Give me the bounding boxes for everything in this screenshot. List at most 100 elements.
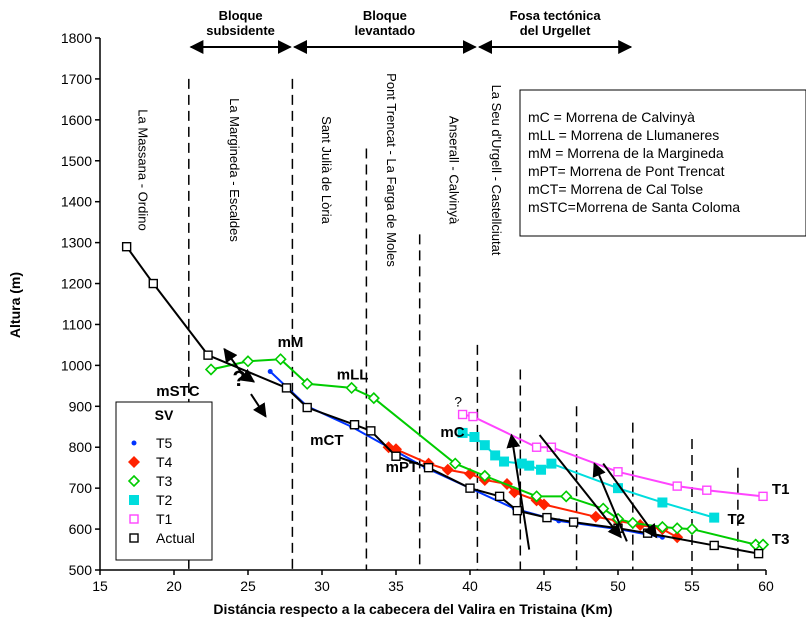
data-point xyxy=(702,485,712,495)
moraine-box-line: mCT= Morrena de Cal Tolse xyxy=(528,181,703,197)
data-point xyxy=(671,531,684,544)
data-point xyxy=(449,457,462,470)
data-point xyxy=(499,456,510,467)
data-point xyxy=(204,363,218,376)
y-tick-label: 1800 xyxy=(61,30,92,46)
data-point xyxy=(531,442,542,452)
data-point xyxy=(709,512,720,523)
header-label: Bloque xyxy=(363,8,407,23)
location-label: La Seu d'Urgell - Castellciutat xyxy=(489,85,504,256)
header-label: levantado xyxy=(355,23,416,38)
data-point xyxy=(546,458,557,469)
data-point xyxy=(671,522,684,535)
legend-marker xyxy=(127,474,141,488)
data-point xyxy=(709,540,719,551)
location-label: Anserall - Calvinyà xyxy=(446,116,461,225)
data-point xyxy=(672,481,682,491)
data-point xyxy=(457,427,468,438)
x-tick-label: 60 xyxy=(758,578,774,594)
moraine-box-line: mSTC=Morrena de Santa Coloma xyxy=(528,199,740,215)
location-label: La Massana - Ordino xyxy=(135,109,150,230)
y-tick-label: 1000 xyxy=(61,357,92,373)
data-point xyxy=(542,512,552,523)
data-point xyxy=(490,450,501,461)
moraine-box-frame xyxy=(519,89,806,237)
moraine-label: mM xyxy=(278,334,304,351)
data-point xyxy=(758,491,768,502)
data-point xyxy=(301,377,314,390)
data-point xyxy=(469,432,480,442)
tectonic-arrow xyxy=(602,463,658,539)
data-point xyxy=(512,505,523,516)
legend-marker xyxy=(129,533,139,543)
header-label: Fosa tectónica xyxy=(510,8,602,23)
terrace-label: T3 xyxy=(772,531,790,548)
location-label: Pont Trencat - La Farga de Moles xyxy=(384,73,399,267)
data-point xyxy=(538,498,550,511)
x-tick-label: 45 xyxy=(536,578,552,594)
tectonic-arrow xyxy=(250,393,267,418)
data-point xyxy=(568,517,579,527)
legend-label: T5 xyxy=(156,435,173,451)
data-point xyxy=(349,420,360,430)
data-point xyxy=(391,451,401,461)
header-label: Bloque xyxy=(219,8,263,23)
data-point xyxy=(685,522,699,536)
legend-marker xyxy=(128,456,140,468)
y-tick-label: 900 xyxy=(69,398,93,414)
tectonic-arrow xyxy=(506,433,531,550)
x-tick-label: 35 xyxy=(388,578,404,594)
y-tick-label: 700 xyxy=(69,480,93,496)
data-point xyxy=(468,411,478,422)
legend-label: T1 xyxy=(156,511,173,527)
moraine-box-line: mPT= Morrena de Pont Trencat xyxy=(528,163,725,179)
y-tick-label: 1200 xyxy=(61,276,92,292)
moraine-box-line: mC = Morrena de Calvinyà xyxy=(528,109,695,125)
data-point xyxy=(478,469,491,483)
data-point xyxy=(121,242,132,252)
moraine-label: mPT xyxy=(386,459,419,476)
legend-label: T3 xyxy=(156,473,173,489)
moraine-label: mLL xyxy=(337,367,369,384)
x-tick-label: 55 xyxy=(684,578,700,594)
terrace-label: T2 xyxy=(728,511,746,528)
moraine-legend-box: mC = Morrena de Calvinyà mLL = Morrena de… xyxy=(519,89,806,237)
data-point xyxy=(613,467,623,477)
y-tick-label: 1600 xyxy=(61,112,92,128)
moraine-label: mC xyxy=(440,424,464,441)
data-point xyxy=(656,520,669,534)
header-label: del Urgellet xyxy=(520,23,591,38)
legend-label: T4 xyxy=(156,454,173,470)
axes-layer: 500 600 700 800 900 1000 1100 1200 1300 1400 1500 1… xyxy=(61,30,774,594)
data-point xyxy=(657,497,668,508)
data-point xyxy=(267,369,273,375)
tectonic-arrow xyxy=(592,462,628,542)
legend-label: T2 xyxy=(156,492,173,508)
y-tick-label: 1700 xyxy=(61,71,92,87)
question-mark: ? xyxy=(232,366,245,391)
data-point xyxy=(423,462,434,473)
data-point xyxy=(589,510,602,523)
legend-title: SV xyxy=(155,407,174,423)
y-tick-label: 1500 xyxy=(61,153,92,169)
data-point xyxy=(366,426,376,436)
legend-marker xyxy=(129,514,139,524)
x-tick-label: 40 xyxy=(462,578,478,594)
legend-marker xyxy=(129,495,139,505)
y-tick-label: 600 xyxy=(69,521,93,537)
moraine-label: mCT xyxy=(310,432,343,449)
data-point xyxy=(345,381,358,395)
moraine-label: mSTC xyxy=(156,383,200,400)
series-layer xyxy=(121,242,770,559)
data-point xyxy=(626,516,639,530)
tectonic-arrow xyxy=(223,347,243,375)
question-mark: ? xyxy=(454,393,462,409)
y-tick-label: 1400 xyxy=(61,194,92,210)
location-label: Sant Julià de Lòria xyxy=(319,116,334,224)
header-label: subsidente xyxy=(206,23,275,38)
data-point xyxy=(479,440,490,451)
y-tick-label: 500 xyxy=(69,562,93,578)
series-line xyxy=(462,413,764,498)
